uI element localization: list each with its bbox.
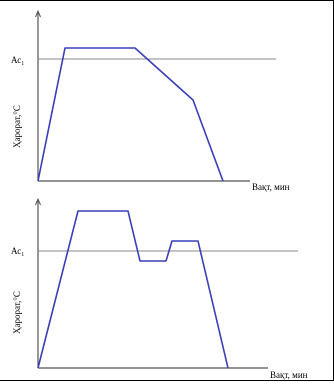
- top-temperature-curve: [37, 47, 224, 182]
- top-ac1-label: Ас1: [11, 55, 24, 67]
- frame-top-border: [0, 0, 334, 1]
- bottom-temperature-curve: [37, 210, 229, 369]
- bottom-y-axis-label: Ҳарорат,°С: [12, 291, 22, 334]
- top-ac1-label-main: Ас: [11, 55, 21, 65]
- bottom-y-axis-arrow: [35, 197, 41, 206]
- bottom-x-axis-label: Вақт, мин: [270, 370, 308, 380]
- top-y-axis-label: Ҳарорат,°С: [12, 105, 22, 148]
- top-y-axis-arrow: [35, 9, 41, 18]
- top-x-axis-label: Вақт, мин: [252, 182, 290, 192]
- bottom-ac1-label: Ас1: [11, 246, 24, 258]
- bottom-ac1-label-sub: 1: [21, 252, 24, 258]
- bottom-diagram: Ас1 Ҳарорат,°С Вақт, мин: [11, 197, 308, 380]
- top-diagram: Ас1 Ҳарорат,°С Вақт, мин: [11, 9, 290, 192]
- bottom-ac1-label-main: Ас: [11, 246, 21, 256]
- top-ac1-label-sub: 1: [21, 61, 24, 67]
